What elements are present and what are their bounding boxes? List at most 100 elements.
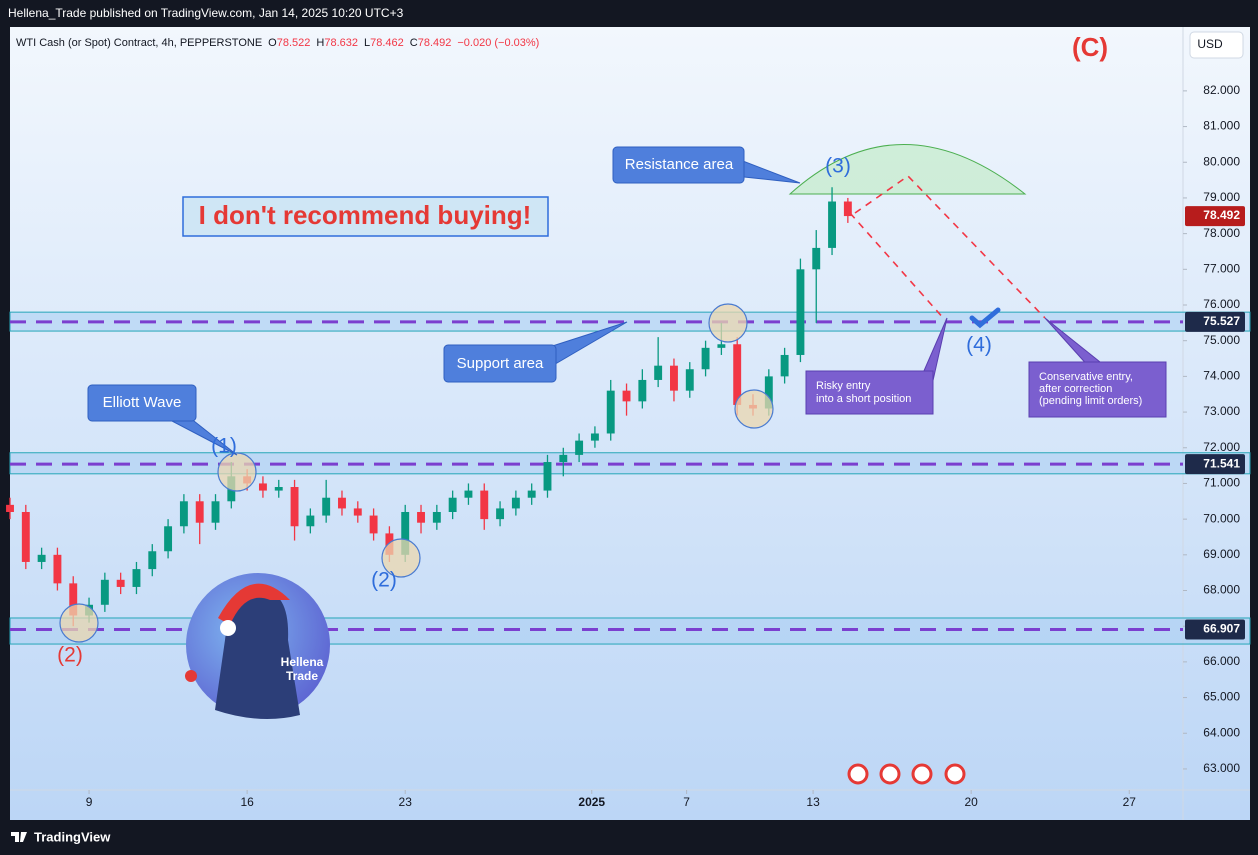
x-tick-label: 20 bbox=[964, 795, 978, 809]
candle-body bbox=[401, 511, 410, 555]
ohlc-value: 78.632 bbox=[324, 37, 358, 49]
candle-body bbox=[464, 490, 473, 498]
ohlc-value: 78.522 bbox=[277, 37, 311, 49]
candle-body bbox=[701, 347, 710, 370]
currency[interactable]: USD bbox=[1197, 37, 1223, 51]
y-tick-label: 81.000 bbox=[1203, 119, 1240, 133]
currency-box[interactable] bbox=[1189, 31, 1244, 59]
candle-body bbox=[353, 508, 362, 516]
wave-label: (1) bbox=[211, 435, 237, 458]
circle bbox=[381, 538, 421, 578]
ohlc-value: 78.462 bbox=[370, 37, 404, 49]
plot bbox=[6, 187, 852, 627]
candle-body bbox=[764, 376, 773, 409]
last-price-label: 78.492 bbox=[1203, 208, 1240, 222]
candle-body bbox=[527, 490, 536, 498]
candle-body bbox=[37, 554, 46, 562]
candle-body bbox=[670, 365, 678, 391]
candle-body bbox=[559, 454, 568, 463]
x-tick-label: 13 bbox=[806, 795, 820, 809]
x-tick-label: 7 bbox=[683, 795, 690, 809]
symbol: WTI Cash (or Spot) Contract, 4h, PEPPERS… bbox=[16, 37, 262, 49]
note-text: Risky entry bbox=[816, 380, 871, 392]
ohlc-label: O bbox=[268, 37, 277, 49]
resistance-arc bbox=[788, 144, 1027, 195]
candle-body bbox=[511, 497, 520, 509]
wave-label: (4) bbox=[966, 334, 992, 357]
candle-body bbox=[258, 483, 267, 491]
ohlc-value: 78.492 bbox=[418, 37, 452, 49]
y-tick-label: 65.000 bbox=[1203, 690, 1240, 704]
callout bbox=[443, 344, 557, 383]
candle-body bbox=[274, 487, 283, 491]
x-tick-label: 27 bbox=[1123, 795, 1137, 809]
candle-body bbox=[654, 365, 663, 380]
projection-line bbox=[849, 212, 946, 321]
y-tick-label: 64.000 bbox=[1203, 725, 1240, 739]
footer-icon bbox=[11, 832, 27, 842]
candle-body bbox=[496, 508, 505, 520]
x-tick-label: 2025 bbox=[578, 795, 605, 809]
price-label-box bbox=[1185, 454, 1245, 475]
y-tick-label: 70.000 bbox=[1203, 511, 1240, 525]
checkmark bbox=[969, 307, 1001, 329]
warning: I don't recommend buying! bbox=[199, 200, 532, 230]
price-label-box bbox=[1185, 311, 1245, 332]
price-label: 71.541 bbox=[1203, 456, 1240, 470]
y-tick-label: 73.000 bbox=[1203, 404, 1240, 418]
y-tick-label: 82.000 bbox=[1203, 83, 1240, 97]
candle-body bbox=[306, 515, 315, 527]
event-icon bbox=[847, 763, 869, 785]
x-tick-label: 16 bbox=[240, 795, 254, 809]
candle-body bbox=[195, 501, 204, 523]
projection-line bbox=[854, 174, 1046, 319]
event-icons bbox=[847, 763, 966, 785]
candle-body bbox=[796, 269, 805, 355]
event-icon bbox=[944, 763, 966, 785]
y-tick-label: 71.000 bbox=[1203, 476, 1240, 490]
y-tick-label: 63.000 bbox=[1203, 761, 1240, 775]
candle-body bbox=[480, 490, 489, 520]
logo-text: Hellena bbox=[281, 655, 324, 669]
candle-body bbox=[21, 511, 30, 562]
x-tick-label: 23 bbox=[399, 795, 413, 809]
price-label-box bbox=[1185, 619, 1245, 640]
y-tick-label: 69.000 bbox=[1203, 547, 1240, 561]
callout-text: Support area bbox=[457, 355, 544, 372]
candle-body bbox=[622, 390, 631, 402]
candle-body bbox=[100, 579, 109, 605]
header: Hellena_Trade published on TradingView.c… bbox=[8, 6, 404, 20]
event-icon bbox=[911, 763, 933, 785]
projection bbox=[849, 174, 1046, 321]
note-text: into a short position bbox=[816, 393, 911, 405]
y-tick-label: 75.000 bbox=[1203, 333, 1240, 347]
candle-body bbox=[369, 515, 378, 534]
callout-text: Elliott Wave bbox=[103, 394, 182, 411]
logo-hat bbox=[218, 583, 290, 625]
candle-body bbox=[812, 247, 821, 270]
ohlc-label: H bbox=[316, 37, 324, 49]
candle-body bbox=[338, 497, 346, 509]
candle-body bbox=[448, 497, 457, 512]
note-text: (pending limit orders) bbox=[1039, 395, 1142, 407]
circle bbox=[217, 452, 257, 492]
y-tick-label: 76.000 bbox=[1203, 297, 1240, 311]
candle-body bbox=[638, 379, 647, 402]
price-label: 75.527 bbox=[1203, 314, 1240, 328]
price-label: 66.907 bbox=[1203, 622, 1240, 636]
y-tick-label: 66.000 bbox=[1203, 654, 1240, 668]
candle-body bbox=[132, 569, 141, 587]
wave-label: (C) bbox=[1072, 32, 1108, 62]
wave-circles bbox=[59, 303, 774, 643]
candle-body bbox=[432, 511, 441, 523]
last-price-box bbox=[1185, 206, 1245, 227]
candle-body bbox=[6, 504, 14, 512]
candle-body bbox=[685, 369, 694, 391]
candle-body bbox=[148, 551, 157, 570]
candle-body bbox=[733, 344, 742, 405]
warning-box bbox=[182, 196, 549, 237]
note-box bbox=[1028, 361, 1167, 418]
candle-body bbox=[843, 201, 852, 217]
